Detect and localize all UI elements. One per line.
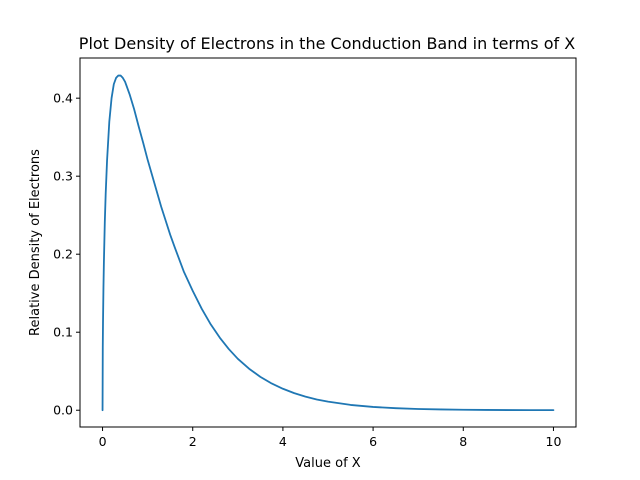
chart-title: Plot Density of Electrons in the Conduct… bbox=[79, 34, 575, 53]
x-tick-label: 10 bbox=[546, 434, 562, 449]
x-tick-label: 4 bbox=[279, 434, 287, 449]
x-tick-label: 6 bbox=[369, 434, 377, 449]
x-axis-label: Value of X bbox=[295, 456, 360, 471]
axes-frame bbox=[79, 57, 577, 428]
y-axis: 0.0 0.1 0.2 0.3 0.4 bbox=[53, 91, 80, 418]
y-tick-label: 0.1 bbox=[53, 325, 73, 340]
series-line bbox=[101, 74, 555, 412]
x-tick-label: 2 bbox=[189, 434, 197, 449]
x-axis: 0 2 4 6 8 10 bbox=[99, 427, 562, 449]
y-tick-label: 0.3 bbox=[53, 169, 73, 184]
y-tick-label: 0.0 bbox=[53, 403, 73, 418]
y-tick-label: 0.4 bbox=[53, 91, 73, 106]
x-tick-label: 0 bbox=[99, 434, 107, 449]
x-tick-label: 8 bbox=[459, 434, 467, 449]
y-axis-label: Relative Density of Electrons bbox=[28, 149, 43, 336]
plot-area bbox=[101, 74, 555, 412]
y-tick-label: 0.2 bbox=[53, 247, 73, 262]
